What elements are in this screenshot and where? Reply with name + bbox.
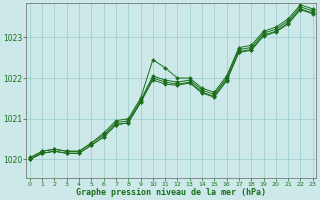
- X-axis label: Graphe pression niveau de la mer (hPa): Graphe pression niveau de la mer (hPa): [76, 188, 266, 197]
